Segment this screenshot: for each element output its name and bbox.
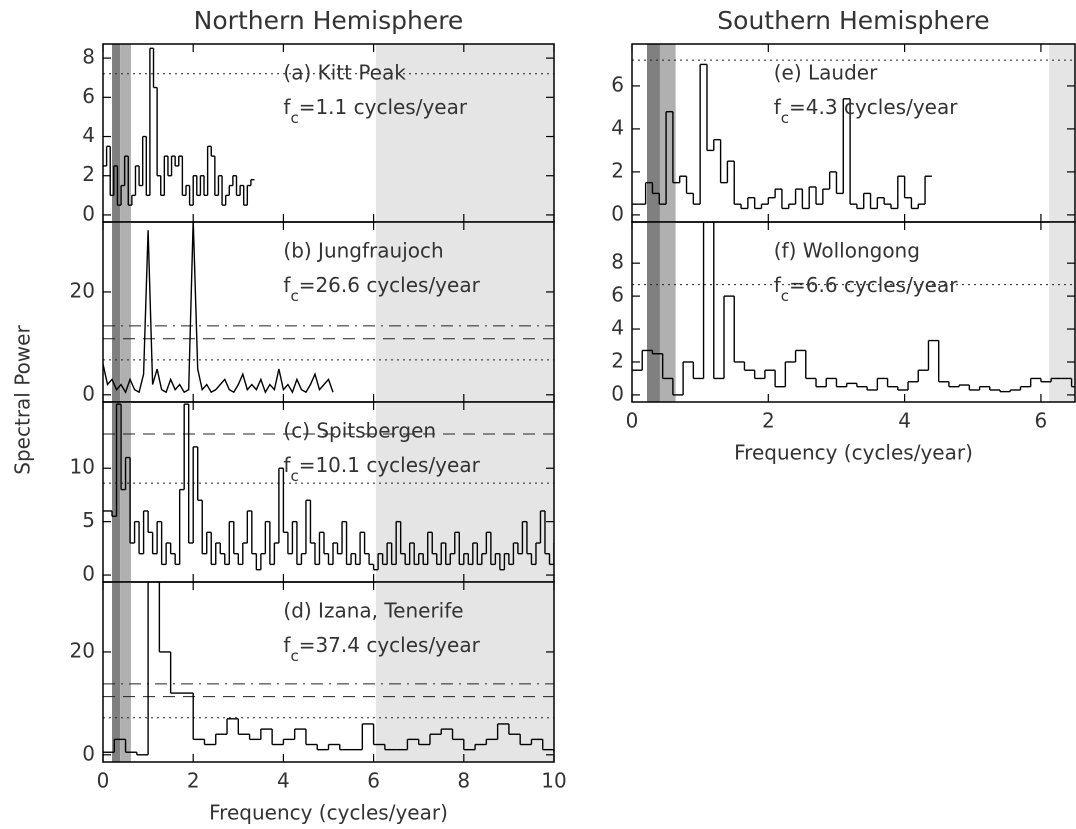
cutoff-frequency: fc=26.6 cycles/year [283,273,480,305]
y-tick-label: 10 [70,455,95,479]
y-tick-label: 4 [611,115,624,139]
shaded-band [659,222,676,402]
panel-label: (c) Spitsbergen [283,419,436,443]
cutoff-text: =10.1 cycles/year [299,453,481,477]
shaded-band [120,582,131,762]
panel [103,44,554,222]
y-tick-label: 0 [82,381,95,405]
panel-frame [631,221,1076,403]
x-tick-label: 4 [898,409,911,433]
x-tick-label: 6 [367,769,380,793]
shaded-band [120,402,131,582]
cutoff-text: =1.1 cycles/year [299,95,468,119]
shaded-band [120,44,131,222]
cutoff-f: f [283,273,291,297]
panel [632,44,1075,222]
cutoff-frequency: fc=10.1 cycles/year [283,453,480,485]
cutoff-subscript: c [290,467,298,485]
y-tick-label: 20 [70,638,95,662]
panel [632,222,1075,402]
shaded-band [646,44,660,222]
cutoff-f: f [283,633,291,657]
x-tick-label: 0 [97,769,110,793]
cutoff-f: f [774,273,782,297]
y-tick-label: 2 [82,162,95,186]
panel-label: (b) Jungfraujoch [283,239,443,263]
panel-label: (a) Kitt Peak [283,61,406,85]
cutoff-subscript: c [781,109,789,127]
y-tick-label: 8 [611,250,624,274]
panel [103,402,554,582]
cutoff-subscript: c [290,109,298,127]
cutoff-frequency: fc=1.1 cycles/year [283,95,467,127]
y-tick-label: 4 [611,316,624,340]
cutoff-frequency: fc=37.4 cycles/year [283,633,480,665]
cutoff-frequency: fc=6.6 cycles/year [774,273,958,305]
y-tick-label: 6 [82,84,95,108]
cutoff-subscript: c [290,287,298,305]
cutoff-text: =37.4 cycles/year [299,633,481,657]
shaded-band [1049,44,1075,222]
cutoff-f: f [283,453,291,477]
y-tick-label: 2 [611,158,624,182]
shaded-band [659,44,676,222]
x-tick-label: 10 [541,769,566,793]
cutoff-text: =6.6 cycles/year [789,273,958,297]
cutoff-f: f [283,95,291,119]
y-tick-label: 20 [70,278,95,302]
cutoff-frequency: fc=4.3 cycles/year [774,95,958,127]
y-tick-label: 0 [82,562,95,586]
column-title: Northern Hemisphere [194,6,464,35]
x-tick-label: 4 [277,769,290,793]
y-tick-label: 5 [82,508,95,532]
shaded-band [646,222,660,402]
shaded-band [1049,222,1075,402]
x-tick-label: 2 [187,769,200,793]
y-tick-label: 4 [82,123,95,147]
spectrum-line [103,222,334,394]
x-axis-label: Frequency (cycles/year) [209,801,448,825]
x-tick-label: 2 [762,409,775,433]
cutoff-subscript: c [290,647,298,665]
x-tick-label: 6 [1035,409,1048,433]
panel-label: (d) Izana, Tenerife [283,599,463,623]
panel-label: (e) Lauder [774,61,878,85]
y-tick-label: 8 [82,45,95,69]
shaded-band [375,582,554,762]
y-tick-label: 2 [611,348,624,372]
shaded-band [120,222,131,402]
x-axis-label: Frequency (cycles/year) [734,441,973,465]
y-tick-label: 6 [611,72,624,96]
y-tick-label: 0 [82,741,95,765]
column-title: Southern Hemisphere [717,6,989,35]
y-axis-label: Spectral Power [11,325,35,475]
cutoff-subscript: c [781,287,789,305]
panel [103,582,554,762]
x-tick-label: 0 [626,409,639,433]
y-tick-label: 0 [82,201,95,225]
y-tick-label: 6 [611,283,624,307]
x-tick-label: 8 [457,769,470,793]
shaded-band [375,402,554,582]
cutoff-text: =4.3 cycles/year [789,95,958,119]
shaded-band [112,582,121,762]
y-tick-label: 0 [611,201,624,225]
cutoff-f: f [774,95,782,119]
panel-label: (f) Wollongong [774,239,920,263]
y-tick-label: 0 [611,381,624,405]
cutoff-text: =26.6 cycles/year [299,273,481,297]
shaded-band [112,222,121,402]
panel [103,222,554,402]
shaded-band [112,44,121,222]
panel-frame [102,581,555,763]
shaded-band [375,222,554,402]
